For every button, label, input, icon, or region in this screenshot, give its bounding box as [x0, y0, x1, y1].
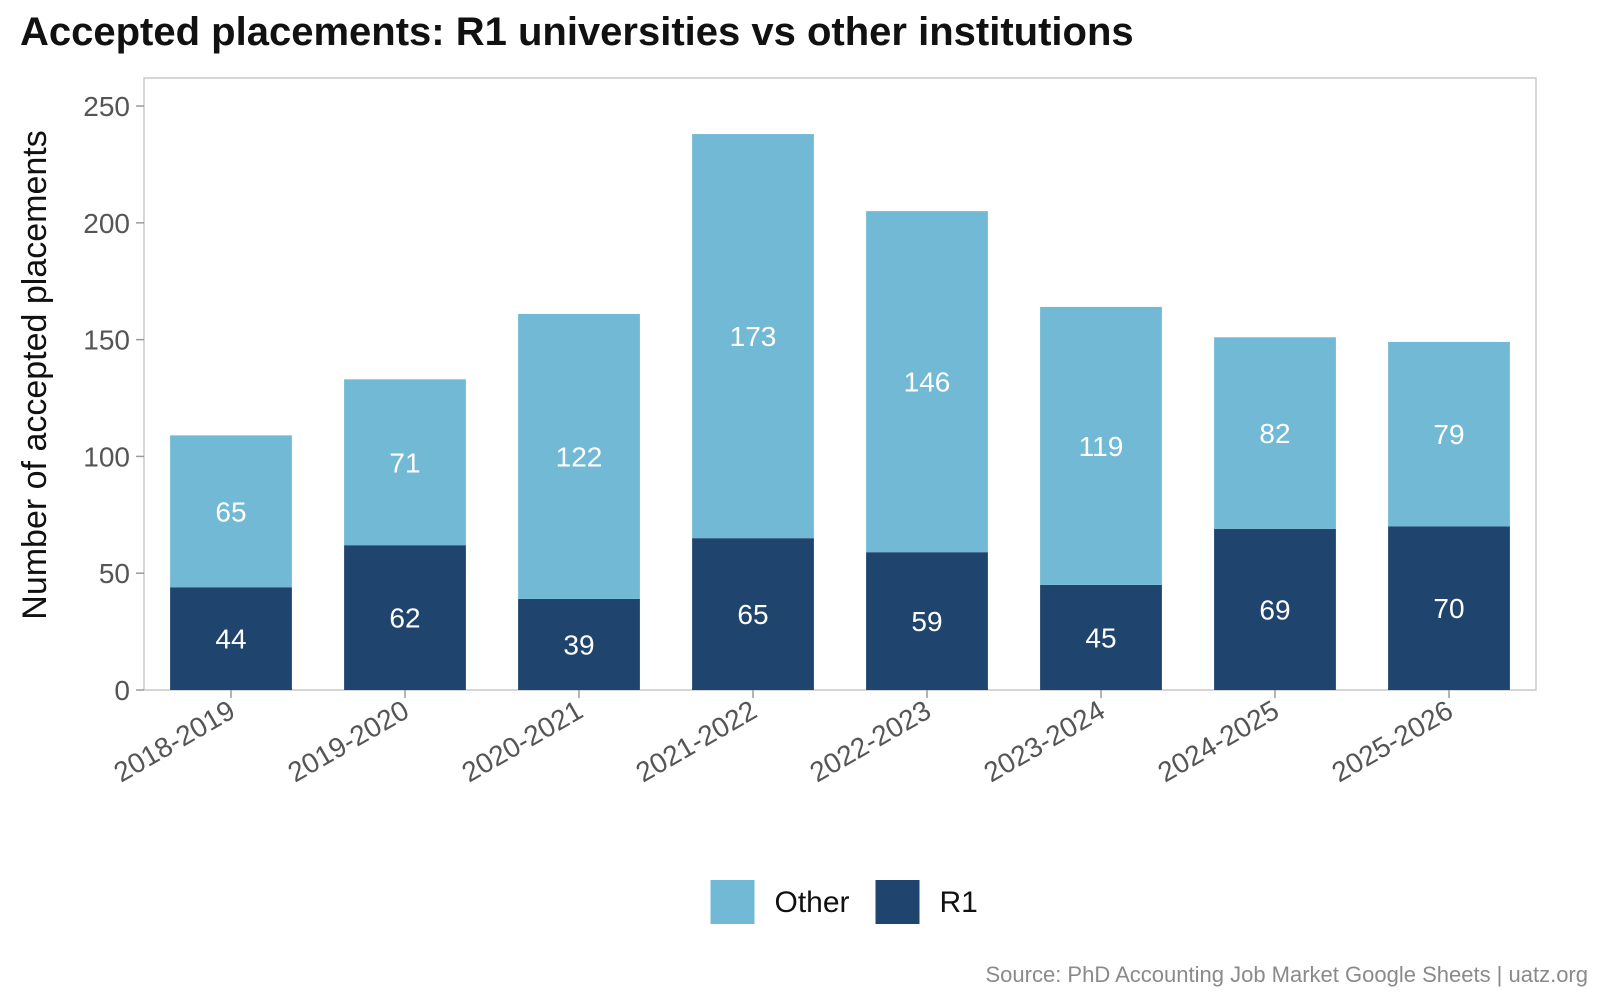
- legend-swatch-r1: [875, 880, 920, 924]
- y-tick-label: 150: [83, 325, 130, 356]
- data-label: 119: [1079, 431, 1124, 462]
- y-tick-label: 100: [83, 441, 130, 472]
- x-tick-label: 2023-2024: [979, 694, 1110, 788]
- bar-r1-2025-2026: [1388, 526, 1510, 690]
- bar-r1-2021-2022: [692, 538, 814, 690]
- data-label: 65: [737, 599, 768, 630]
- data-label: 59: [911, 606, 942, 637]
- x-tick-label: 2021-2022: [631, 694, 762, 788]
- legend-label-other: Other: [775, 886, 850, 919]
- legend-swatch-other: [710, 880, 755, 924]
- data-label: 82: [1259, 418, 1290, 449]
- data-label: 65: [215, 496, 246, 527]
- y-tick-label: 200: [83, 208, 130, 239]
- data-label: 71: [389, 447, 420, 478]
- x-tick-label: 2022-2023: [805, 694, 936, 788]
- bar-r1-2018-2019: [170, 587, 292, 690]
- bar-r1-2020-2021: [518, 598, 640, 690]
- data-label: 122: [556, 441, 603, 472]
- x-tick-label: 2019-2020: [283, 694, 414, 788]
- data-label: 79: [1433, 419, 1464, 450]
- data-label: 44: [215, 624, 246, 655]
- y-tick-label: 0: [114, 675, 130, 706]
- plot-frame: [143, 77, 1537, 691]
- bar-other-2018-2019: [170, 435, 292, 588]
- legend: Other R1: [710, 880, 978, 924]
- bar-other-2019-2020: [344, 379, 466, 546]
- x-tick-label: 2024-2025: [1153, 694, 1284, 788]
- data-label: 70: [1433, 593, 1464, 624]
- data-label: 39: [563, 629, 594, 660]
- bar-other-2025-2026: [1388, 341, 1510, 527]
- bar-r1-2022-2023: [866, 552, 988, 690]
- data-label: 173: [730, 321, 777, 352]
- bar-r1-2024-2025: [1214, 528, 1336, 690]
- chart-title: Accepted placements: R1 universities vs …: [20, 10, 1134, 54]
- bar-r1-2023-2024: [1040, 584, 1162, 690]
- bars: 44 65 62 71 39 122 65 173 59 146 45 119 69 82 70 79: [170, 134, 1510, 690]
- bar-other-2020-2021: [518, 313, 640, 599]
- data-label: 69: [1259, 594, 1290, 625]
- plot-border: [143, 77, 1537, 691]
- bar-other-2023-2024: [1040, 306, 1162, 585]
- x-tick-label: 2018-2019: [109, 694, 240, 788]
- data-label: 146: [904, 367, 951, 398]
- source-note: Source: PhD Accounting Job Market Google…: [985, 962, 1589, 987]
- data-label: 45: [1085, 622, 1116, 653]
- x-axis: 2018-2019 2019-2020 2020-2021 2021-2022 2022…: [109, 690, 1458, 788]
- bar-other-2021-2022: [692, 134, 814, 539]
- x-tick-label: 2020-2021: [457, 694, 588, 788]
- bar-r1-2019-2020: [344, 545, 466, 690]
- y-tick-label: 50: [99, 558, 130, 589]
- y-tick-label: 250: [83, 91, 130, 122]
- y-axis: 0 50 100 150 200 250: [83, 91, 144, 706]
- bar-other-2022-2023: [866, 211, 988, 553]
- y-axis-label: Number of accepted placements: [16, 130, 54, 619]
- bar-other-2024-2025: [1214, 337, 1336, 529]
- data-label: 62: [389, 603, 420, 634]
- x-tick-label: 2025-2026: [1327, 694, 1458, 788]
- legend-label-r1: R1: [940, 886, 978, 919]
